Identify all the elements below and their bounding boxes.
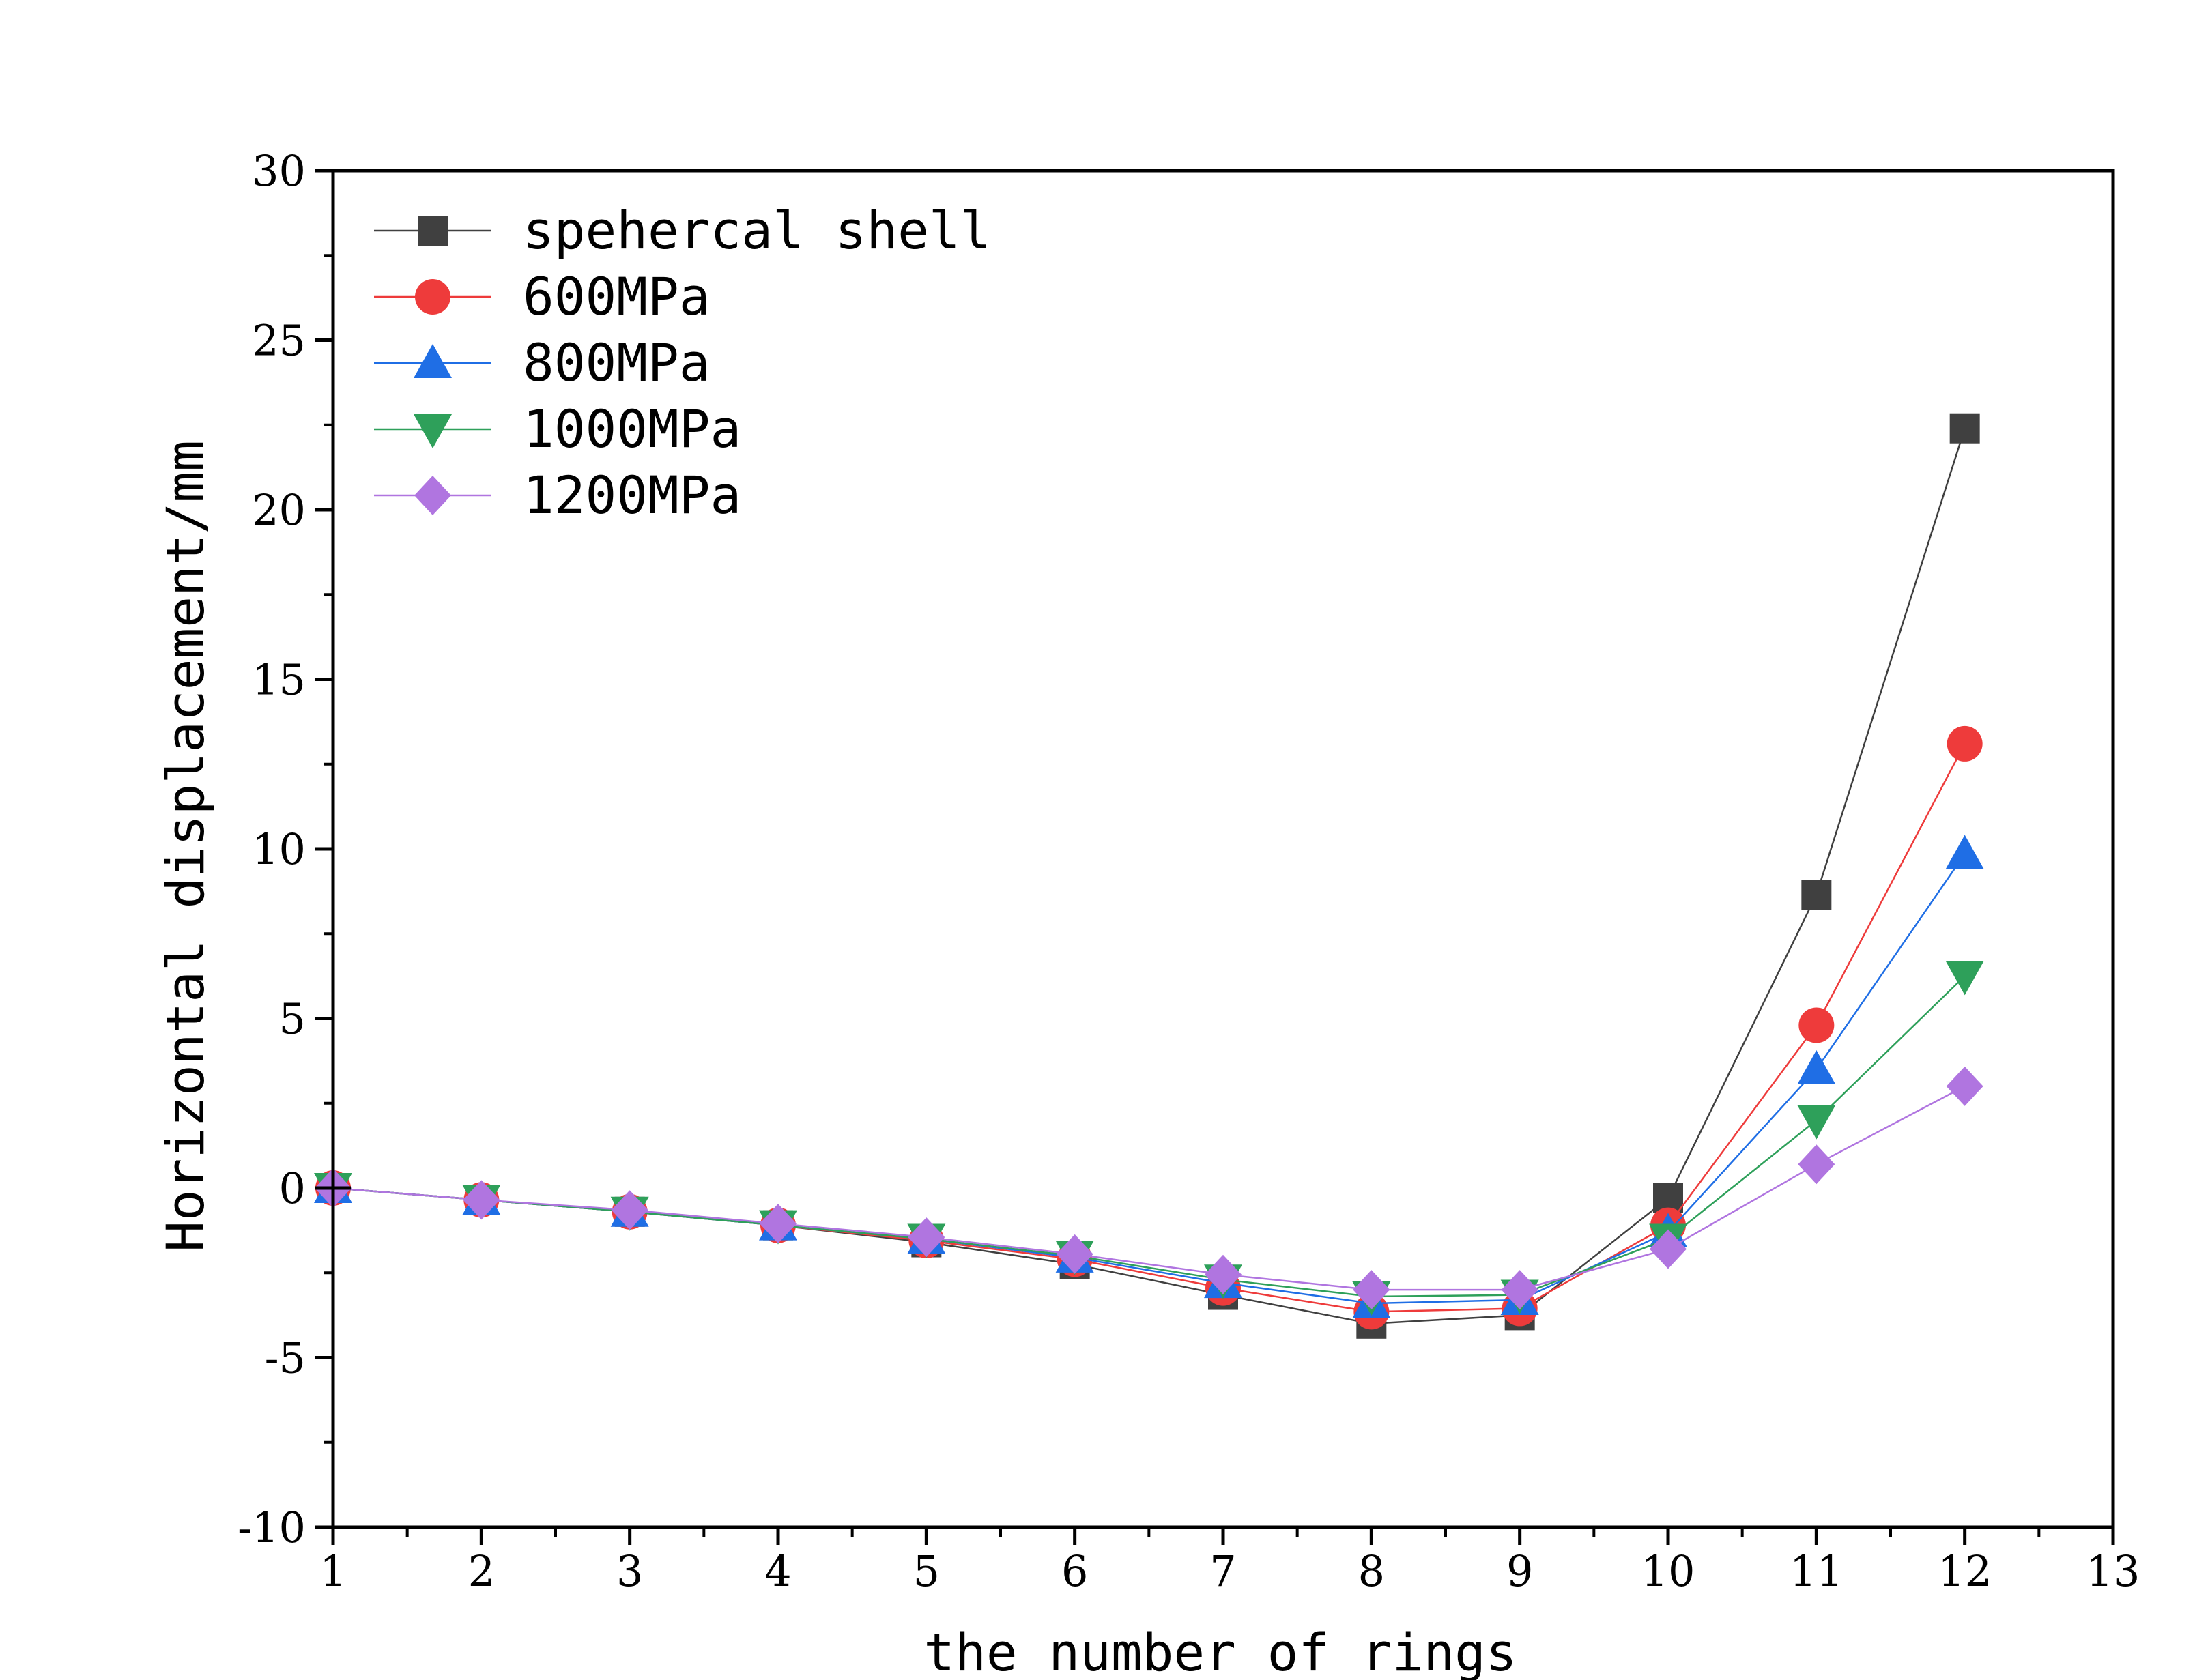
legend-marker [414, 476, 451, 515]
data-point [1945, 961, 1984, 996]
data-point [1797, 1050, 1836, 1085]
x-tick-label: 10 [1641, 1546, 1695, 1596]
legend-marker [414, 344, 452, 378]
data-point [1949, 413, 1980, 444]
data-point [1798, 1144, 1835, 1185]
data-point [1947, 725, 1983, 762]
data-point [463, 1180, 500, 1220]
legend-label: 800MPa [523, 332, 711, 393]
data-point [1797, 1105, 1836, 1140]
x-tick-label: 9 [1506, 1546, 1533, 1596]
y-axis-title: Horizontal displacement/mm [155, 440, 216, 1252]
legend-marker [414, 414, 452, 448]
data-point [760, 1204, 797, 1244]
x-tick-label: 5 [913, 1546, 940, 1596]
y-tick-label: 25 [252, 316, 306, 366]
data-point [1353, 1270, 1390, 1310]
data-point [1650, 1229, 1687, 1269]
data-point [1801, 880, 1832, 910]
x-tick-label: 4 [764, 1546, 791, 1596]
legend-entry-3: 1000MPa [374, 399, 741, 459]
y-tick-label: -5 [265, 1333, 306, 1383]
x-tick-label: 7 [1209, 1546, 1236, 1596]
y-tick-label: 15 [252, 655, 306, 705]
x-tick-label: 6 [1061, 1546, 1088, 1596]
legend-entry-0: spehercal shell [374, 200, 991, 261]
legend: spehercal shell600MPa800MPa1000MPa1200MP… [374, 200, 991, 525]
y-tick-label: 20 [252, 485, 306, 535]
x-tick-label: 12 [1938, 1546, 1992, 1596]
x-tick-label: 3 [616, 1546, 643, 1596]
data-point [1501, 1270, 1538, 1310]
series-line [332, 1085, 1966, 1291]
data-point [1798, 1007, 1835, 1043]
legend-label: spehercal shell [523, 200, 991, 261]
legend-label: 1200MPa [523, 465, 741, 525]
x-tick-label: 8 [1358, 1546, 1385, 1596]
x-tick-label: 11 [1790, 1546, 1843, 1596]
legend-entry-2: 800MPa [374, 332, 711, 393]
y-tick-label: 0 [279, 1163, 306, 1213]
x-axis-title: the number of rings [923, 1622, 1517, 1680]
legend-label: 1000MPa [523, 399, 741, 459]
legend-marker [418, 216, 448, 246]
y-tick-label: -10 [238, 1503, 306, 1552]
series-layer [314, 413, 1984, 1339]
x-tick-label: 1 [319, 1546, 346, 1596]
legend-label: 600MPa [523, 266, 711, 327]
series-line [332, 975, 1966, 1298]
x-tick-label: 13 [2086, 1546, 2140, 1596]
legend-entry-4: 1200MPa [374, 465, 741, 525]
legend-entry-1: 600MPa [374, 266, 711, 327]
data-point [1945, 835, 1984, 869]
x-tick-label: 2 [468, 1546, 495, 1596]
data-point [611, 1190, 648, 1230]
y-tick-label: 5 [279, 994, 306, 1044]
legend-marker [415, 279, 450, 315]
y-tick-label: 10 [252, 824, 306, 874]
data-point [908, 1217, 945, 1258]
y-tick-label: 30 [252, 146, 306, 196]
data-point [1205, 1254, 1242, 1294]
data-point [1056, 1234, 1093, 1274]
data-point [1946, 1066, 1983, 1106]
series-4 [315, 1066, 1983, 1310]
